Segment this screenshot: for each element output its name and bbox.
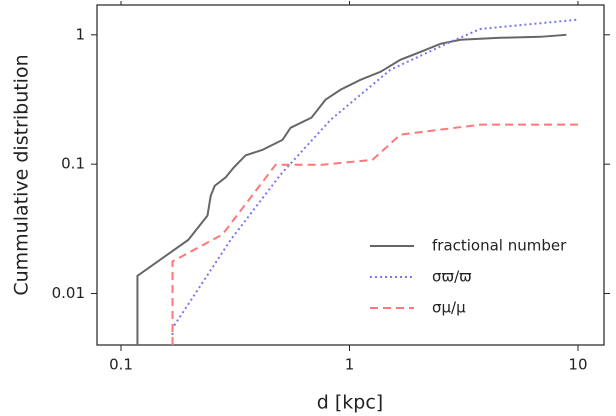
legend-label: fractional number bbox=[432, 237, 567, 255]
x-tick-label: 1 bbox=[345, 356, 355, 374]
x-tick-label: 10 bbox=[568, 356, 587, 374]
y-tick-label: 0.01 bbox=[52, 284, 85, 302]
plot-frame bbox=[96, 4, 605, 346]
line bbox=[171, 18, 579, 345]
legend-label: σμ/μ bbox=[432, 299, 466, 317]
line bbox=[171, 123, 578, 345]
line bbox=[136, 33, 567, 345]
plot-area bbox=[136, 18, 579, 345]
y-tick-label: 1 bbox=[75, 25, 85, 43]
y-tick-label: 0.1 bbox=[61, 155, 85, 173]
x-axis-label: d [kpc] bbox=[317, 392, 383, 414]
y-axis-label: Cummulative distribution bbox=[11, 54, 33, 295]
legend-label: σϖ/ϖ bbox=[432, 268, 472, 286]
x-tick-label: 0.1 bbox=[109, 356, 133, 374]
